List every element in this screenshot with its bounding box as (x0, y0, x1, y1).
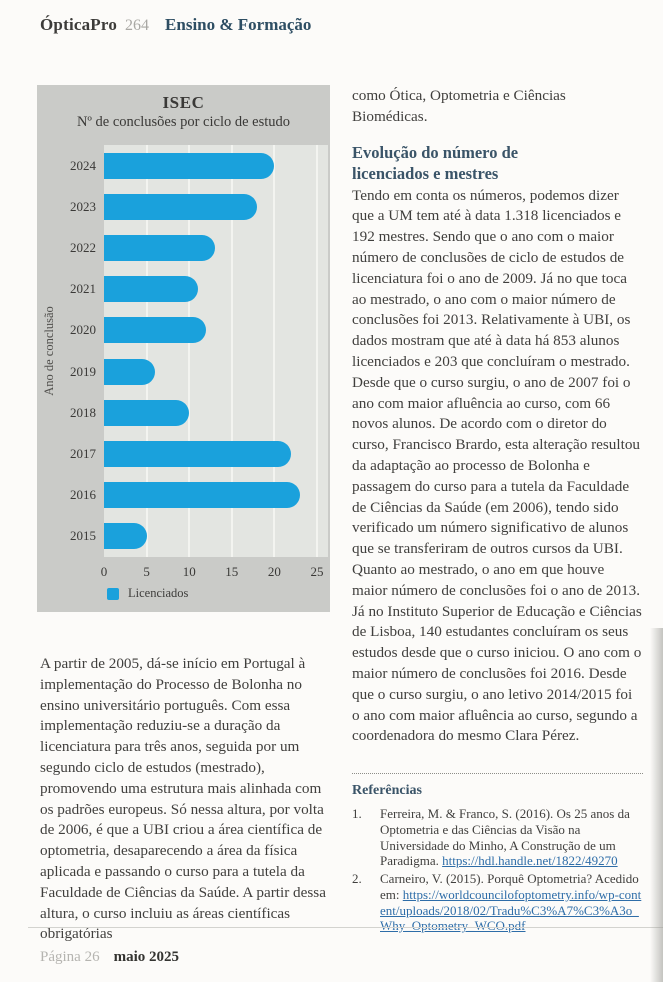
reference-link[interactable]: https://hdl.handle.net/1822/49270 (442, 853, 618, 869)
reference-text: Ferreira, M. & Franco, S. (2016). Os 25 … (380, 806, 643, 869)
bar-row: 2019 (37, 351, 317, 392)
gridlines (104, 145, 318, 557)
chart-subtitle: Nº de conclusões por ciclo de estudo (76, 114, 291, 130)
reference-citation: Carneiro, V. (2015). Porquê Optometria? … (380, 871, 639, 902)
bar-row: 2018 (37, 392, 317, 433)
legend-swatch-icon (107, 587, 119, 600)
page-header: ÓpticaPro 264 Ensino & Formação (40, 15, 311, 35)
bar (104, 276, 198, 303)
x-tick-label: 0 (100, 564, 108, 579)
issue-date: maio 2025 (113, 949, 179, 965)
references-section: Referências 1. Ferreira, M. & Franco, S.… (352, 773, 643, 934)
bar-row: 2023 (37, 186, 317, 227)
bar-row: 2017 (37, 433, 317, 474)
reference-item: 2. Carneiro, V. (2015). Porquê Optometri… (352, 871, 643, 934)
gridline (230, 145, 233, 557)
page-edge-shadow (650, 628, 663, 982)
body-paragraph: A partir de 2005, dá-se início em Portug… (40, 655, 326, 943)
section-heading: Evolução do número de licenciados e mest… (352, 142, 643, 184)
gridline (188, 145, 191, 557)
year-tick-label: 2019 (70, 363, 96, 379)
bar (104, 193, 258, 220)
body-paragraph: Já no Instituto Superior de Educação e C… (352, 602, 642, 745)
bar-track (104, 399, 317, 426)
chart-legend: Licenciados (107, 586, 188, 601)
section-title: Ensino & Formação (165, 15, 312, 34)
x-tick-label: 10 (182, 564, 196, 579)
bar-row: 2024 (37, 145, 317, 186)
reference-item: 1. Ferreira, M. & Franco, S. (2016). Os … (352, 806, 643, 869)
bar-row: 2021 (37, 269, 317, 310)
bar-track (104, 482, 317, 509)
bar-track (104, 523, 317, 550)
footer-divider (28, 927, 663, 928)
reference-citation: Ferreira, M. & Franco, S. (2016). Os 25 … (380, 805, 630, 869)
references-heading: Referências (352, 783, 422, 799)
x-tick-label: 15 (225, 564, 239, 579)
bar-row: 2020 (37, 310, 317, 351)
bar (104, 152, 275, 179)
magazine-brand: ÓpticaPro (40, 15, 118, 34)
x-tick-label: 5 (143, 564, 150, 579)
reference-number: 1. (352, 805, 362, 821)
bar-row: 2016 (37, 475, 317, 516)
year-tick-label: 2022 (70, 239, 96, 255)
chart-rows: 2024 2023 2022 2021 2020 2019 2018 2017 2016 2015 (37, 145, 317, 557)
bar-track (104, 317, 317, 344)
left-column: A partir de 2005, dá-se início em Portug… (40, 654, 332, 945)
year-tick-label: 2024 (70, 157, 96, 173)
bar (104, 523, 147, 550)
bar (104, 358, 156, 385)
bar (104, 482, 300, 509)
page-number: Página 26 (40, 949, 100, 965)
gridline (273, 145, 276, 557)
bar-track (104, 358, 317, 385)
intro-paragraph: como Ótica, Optometria e Ciências Bioméd… (352, 87, 566, 125)
bar-track (104, 276, 317, 303)
gridline (145, 145, 148, 557)
reference-text: Carneiro, V. (2015). Porquê Optometria? … (380, 871, 643, 934)
bar-row: 2015 (37, 516, 317, 557)
bar (104, 399, 190, 426)
bar (104, 234, 215, 261)
year-tick-label: 2021 (70, 281, 96, 297)
reference-link[interactable]: https://worldcouncilofoptometry.info/wp-… (380, 886, 642, 934)
year-tick-label: 2016 (70, 487, 96, 503)
bar-track (104, 152, 317, 179)
gridline (316, 145, 318, 557)
body-paragraph: Tendo em conta os números, podemos dizer… (352, 186, 641, 599)
bar-track (104, 440, 317, 467)
section-heading-line2: licenciados e mestres (352, 163, 499, 183)
chart-title: ISEC (162, 93, 205, 112)
legend-label: Licenciados (128, 586, 189, 600)
issue-number: 264 (125, 17, 150, 34)
bar-track (104, 193, 317, 220)
year-tick-label: 2023 (70, 198, 96, 214)
year-tick-label: 2018 (70, 404, 96, 420)
bar (104, 440, 292, 467)
right-column: como Ótica, Optometria e Ciências Bioméd… (352, 86, 643, 936)
year-tick-label: 2020 (70, 322, 96, 338)
page-footer: Página 26 maio 2025 (40, 949, 179, 966)
x-tick-label: 20 (267, 564, 281, 579)
bar-track (104, 234, 317, 261)
x-axis: 0 5 10 15 20 25 (100, 564, 324, 580)
year-tick-label: 2017 (70, 445, 96, 461)
reference-number: 2. (352, 871, 362, 887)
x-tick-label: 25 (310, 564, 324, 579)
bar (104, 317, 207, 344)
bar-chart-panel: ISEC Nº de conclusões por ciclo de estud… (37, 85, 330, 612)
section-heading-line1: Evolução do número de (352, 142, 519, 162)
bar-row: 2022 (37, 227, 317, 268)
year-tick-label: 2015 (70, 528, 96, 544)
